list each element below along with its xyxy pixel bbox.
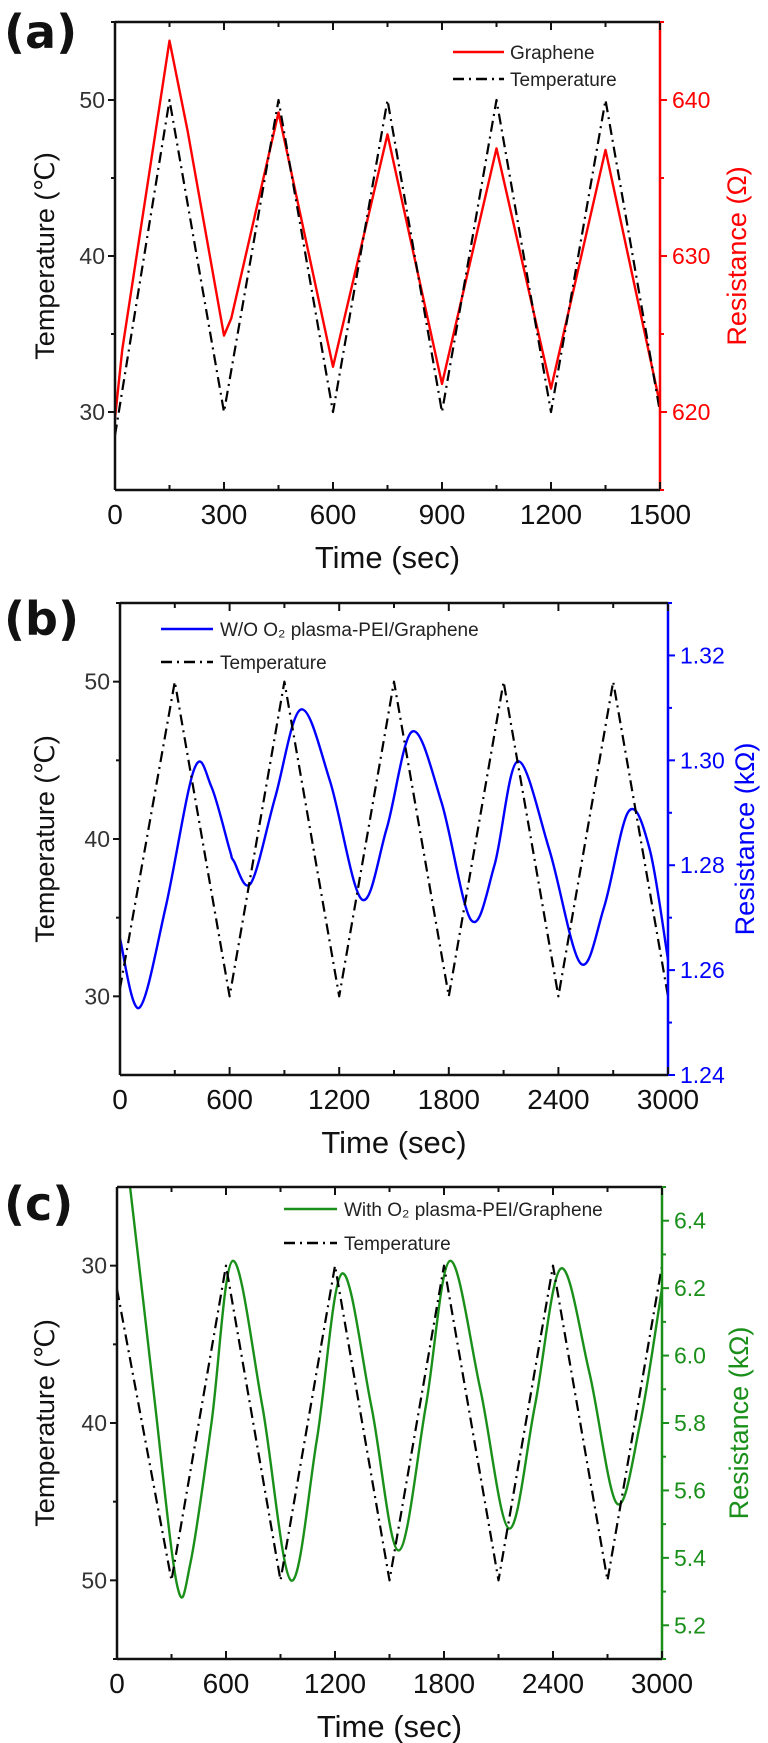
resistance-series-line	[128, 1187, 662, 1599]
y2-tick-label: 6.4	[674, 1208, 706, 1234]
x-tick-label: 1800	[418, 1084, 480, 1115]
y-tick-label: 50	[81, 1567, 107, 1593]
x-axis-title: Time (sec)	[321, 1125, 466, 1160]
left-axis-title: Temperature (℃)	[30, 735, 60, 942]
x-tick-label: 1200	[304, 1668, 366, 1699]
legend: With O₂ plasma-PEI/Graphene Temperature	[284, 1200, 603, 1255]
y2-tick-label: 5.4	[674, 1545, 706, 1571]
y2-tick-label: 6.0	[674, 1343, 706, 1369]
y-tick-label: 30	[84, 983, 110, 1009]
right-axis-title: Resistance (kΩ)	[730, 743, 760, 936]
right-axis-title: Resistance (kΩ)	[724, 1327, 754, 1520]
y-tick-label: 50	[79, 87, 105, 113]
temperature-series-line	[115, 98, 660, 436]
x-tick-label: 600	[310, 499, 357, 530]
x-tick-label: 1200	[308, 1084, 370, 1115]
legend-label: With O₂ plasma-PEI/Graphene	[344, 1200, 603, 1221]
y2-tick-label: 6.2	[674, 1275, 706, 1301]
x-tick-label: 900	[419, 499, 466, 530]
y-tick-label: 50	[84, 669, 110, 695]
legend-label: Graphene	[510, 43, 595, 64]
legend-label: Temperature	[220, 653, 327, 674]
temperature-series-line	[120, 680, 668, 998]
panel-b: (b) 0 600 1200 1800 2400 3000 30 40 50 1.24 1.26 1.2…	[4, 592, 760, 1160]
resistance-series-line	[120, 708, 668, 1010]
legend-label: Temperature	[344, 1234, 451, 1255]
y2-tick-label: 1.24	[680, 1062, 725, 1088]
x-tick-label: 0	[112, 1084, 128, 1115]
y2-tick-label: 640	[672, 87, 710, 113]
y2-tick-label: 5.2	[674, 1612, 706, 1638]
panel-c: (c) 0 600 1200 1800 2400 3000 30 40 50 5.2 5.4 5.6 5.…	[4, 1177, 754, 1743]
panel-label: (b)	[4, 592, 79, 646]
x-tick-label: 1200	[520, 499, 582, 530]
y2-tick-label: 1.26	[680, 957, 725, 983]
panel-a: (a) 0 300 600 900 1200 1500 30 40 50 620 630 640 Time…	[4, 5, 752, 575]
y2-tick-label: 1.30	[680, 747, 725, 773]
x-tick-label: 2400	[522, 1668, 584, 1699]
right-axis-title: Resistance (Ω)	[722, 166, 752, 345]
legend-label: W/O O₂ plasma-PEI/Graphene	[220, 620, 479, 641]
left-axis-title: Temperature (℃)	[30, 1319, 60, 1526]
y2-tick-label: 5.8	[674, 1410, 706, 1436]
panel-label: (a)	[4, 5, 77, 59]
x-tick-label: 1500	[629, 499, 691, 530]
y2-tick-label: 5.6	[674, 1477, 706, 1503]
y-tick-label: 40	[81, 1410, 107, 1436]
y-tick-label: 40	[79, 243, 105, 269]
x-tick-label: 600	[203, 1668, 250, 1699]
x-tick-label: 600	[206, 1084, 253, 1115]
x-tick-label: 3000	[637, 1084, 699, 1115]
panel-label: (c)	[4, 1177, 73, 1231]
x-axis-title: Time (sec)	[315, 540, 460, 575]
y2-tick-label: 620	[672, 399, 710, 425]
legend: W/O O₂ plasma-PEI/Graphene Temperature	[161, 620, 479, 674]
x-tick-label: 0	[107, 499, 123, 530]
y2-tick-label: 1.32	[680, 642, 725, 668]
resistance-series-line	[115, 39, 660, 419]
y-tick-label: 30	[81, 1253, 107, 1279]
y-tick-label: 40	[84, 826, 110, 852]
x-tick-label: 300	[201, 499, 248, 530]
y2-tick-label: 630	[672, 243, 710, 269]
x-tick-label: 3000	[631, 1668, 693, 1699]
legend-label: Temperature	[510, 70, 617, 91]
x-tick-label: 1800	[413, 1668, 475, 1699]
y-tick-label: 30	[79, 399, 105, 425]
x-tick-label: 0	[109, 1668, 125, 1699]
x-tick-label: 2400	[527, 1084, 589, 1115]
legend: Graphene Temperature	[453, 43, 617, 91]
y2-tick-label: 1.28	[680, 852, 725, 878]
left-axis-title: Temperature (℃)	[30, 152, 60, 359]
temperature-series-line	[117, 1264, 662, 1582]
x-axis-title: Time (sec)	[317, 1709, 462, 1743]
